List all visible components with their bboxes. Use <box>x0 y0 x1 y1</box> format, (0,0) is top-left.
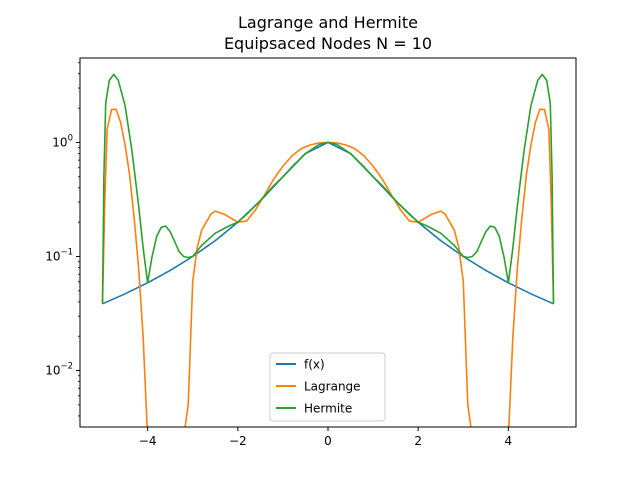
series-line-f-x <box>102 141 554 305</box>
chart-title: Lagrange and Hermite <box>238 13 418 32</box>
legend-label-lagrange: Lagrange <box>304 380 361 394</box>
legend: f(x) Lagrange Hermite <box>269 352 386 422</box>
x-tick-label: 2 <box>414 434 422 448</box>
legend-label-fx: f(x) <box>304 358 325 372</box>
plot-frame <box>79 57 577 428</box>
x-tick-label: −4 <box>139 434 157 448</box>
legend-box <box>269 352 386 422</box>
series-line-hermite <box>101 73 555 304</box>
y-tick-label: 100 <box>52 133 73 149</box>
axis-ticks: −4 −2 0 2 4 10−2 10−1 100 <box>45 62 513 448</box>
series-layer <box>101 73 555 427</box>
x-tick-label: 0 <box>324 434 332 448</box>
x-tick-label: −2 <box>229 434 247 448</box>
legend-label-hermite: Hermite <box>304 402 352 416</box>
x-tick-label: 4 <box>505 434 513 448</box>
y-tick-label: 10−1 <box>45 248 73 264</box>
chart-subtitle: Equipsaced Nodes N = 10 <box>224 34 432 53</box>
y-tick-label: 10−2 <box>45 362 73 378</box>
